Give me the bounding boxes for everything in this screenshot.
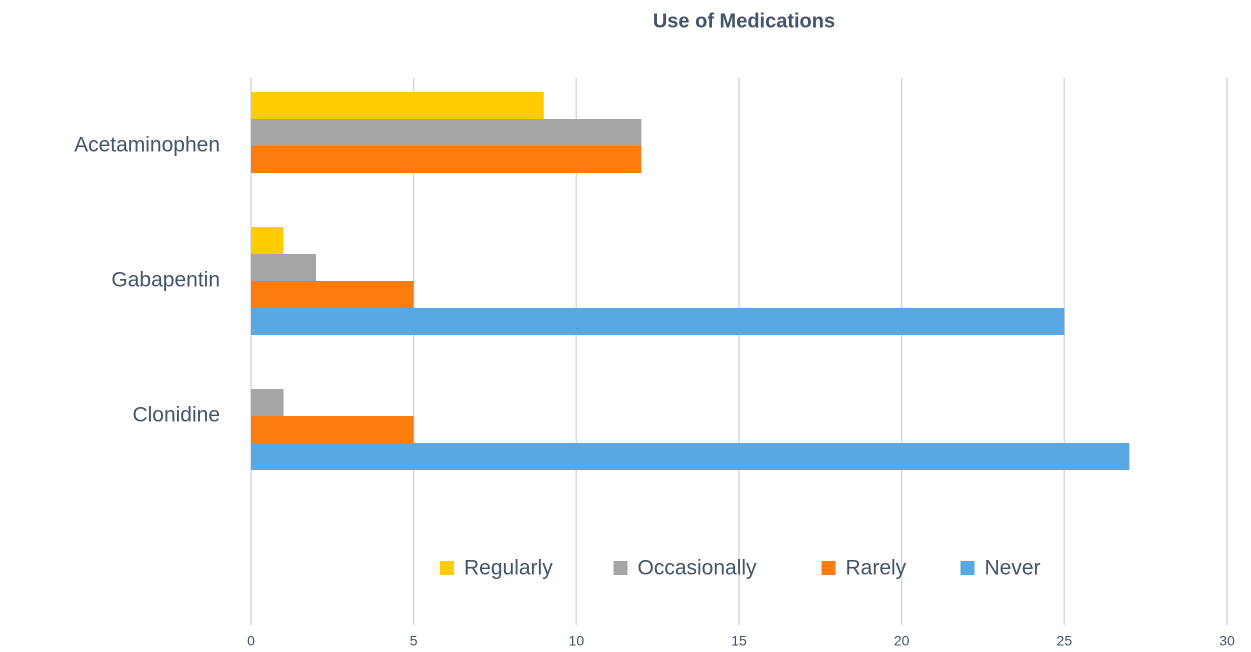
- y-tick-label: Clonidine: [132, 404, 220, 427]
- legend-label: Never: [985, 557, 1041, 580]
- chart-title: Use of Medications: [653, 10, 835, 32]
- bar: [251, 146, 642, 173]
- x-tick-label: 10: [569, 633, 585, 649]
- bar: [251, 254, 317, 281]
- x-tick-label: 30: [1219, 633, 1235, 649]
- legend-swatch: [821, 561, 836, 575]
- x-tick-label: 20: [894, 633, 910, 649]
- legend-swatch: [613, 561, 628, 575]
- bar: [251, 416, 414, 443]
- legend-label: Rarely: [846, 557, 907, 580]
- bar: [251, 443, 1130, 470]
- bar: [251, 308, 1065, 335]
- legend-label: Regularly: [464, 557, 553, 580]
- bar: [251, 389, 284, 416]
- legend-swatch: [440, 561, 454, 575]
- x-tick-label: 15: [731, 633, 747, 649]
- x-tick-label: 0: [247, 633, 255, 649]
- bar: [251, 119, 642, 146]
- bar: [251, 227, 284, 254]
- legend-swatch: [960, 561, 975, 575]
- x-tick-label: 25: [1057, 633, 1073, 649]
- bar: [251, 281, 414, 308]
- y-tick-label: Acetaminophen: [74, 134, 220, 157]
- y-tick-label: Gabapentin: [111, 269, 220, 292]
- legend-label: Occasionally: [638, 557, 758, 580]
- bar: [251, 92, 544, 119]
- x-tick-label: 5: [410, 633, 418, 649]
